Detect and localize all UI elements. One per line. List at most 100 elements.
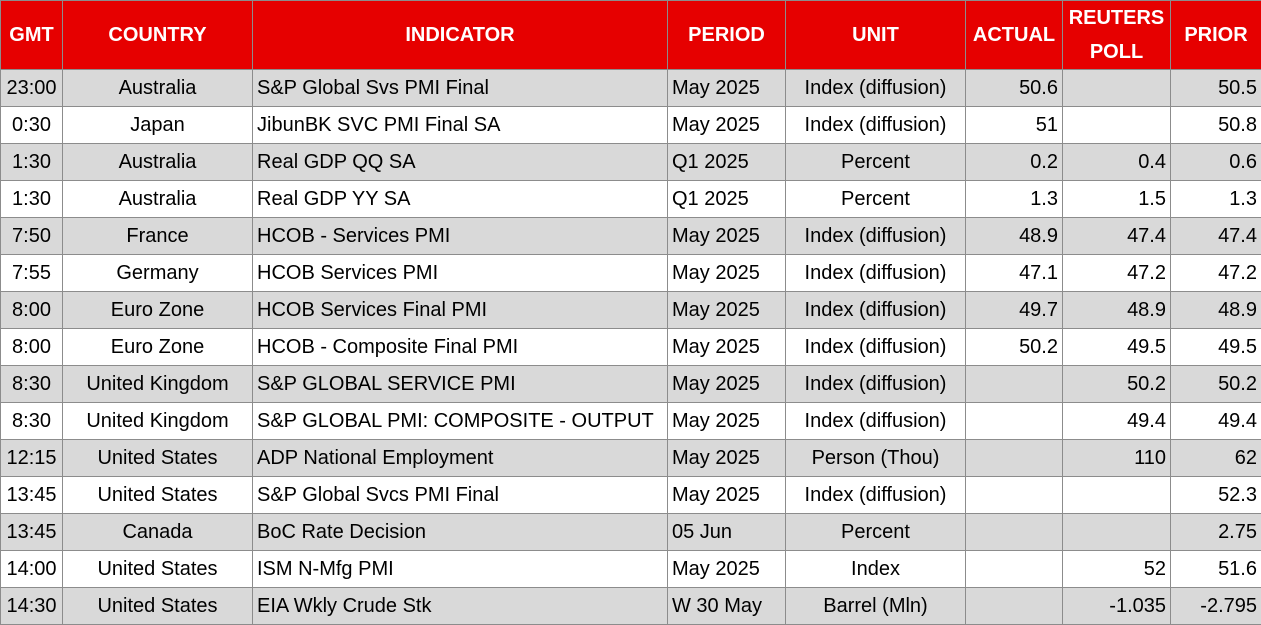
table-cell: 1:30: [1, 181, 63, 218]
table-cell: 12:15: [1, 440, 63, 477]
table-cell: 14:30: [1, 588, 63, 625]
table-cell: Q1 2025: [668, 144, 786, 181]
table-cell: 0.6: [1171, 144, 1261, 181]
table-cell: 49.7: [966, 292, 1063, 329]
table-cell: 110: [1063, 440, 1171, 477]
table-cell: [966, 551, 1063, 588]
table-cell: 51: [966, 107, 1063, 144]
table-cell: Germany: [63, 255, 253, 292]
table-cell: HCOB - Composite Final PMI: [253, 329, 668, 366]
table-cell: May 2025: [668, 292, 786, 329]
table-cell: Euro Zone: [63, 292, 253, 329]
column-header: ACTUAL: [966, 1, 1063, 70]
table-cell: -1.035: [1063, 588, 1171, 625]
table-cell: 52.3: [1171, 477, 1261, 514]
table-cell: 49.4: [1063, 403, 1171, 440]
table-cell: Index (diffusion): [786, 329, 966, 366]
table-cell: 2.75: [1171, 514, 1261, 551]
table-cell: Index (diffusion): [786, 366, 966, 403]
table-cell: HCOB Services Final PMI: [253, 292, 668, 329]
table-cell: Index (diffusion): [786, 403, 966, 440]
table-cell: May 2025: [668, 329, 786, 366]
table-cell: Q1 2025: [668, 181, 786, 218]
table-cell: 05 Jun: [668, 514, 786, 551]
table-cell: Australia: [63, 144, 253, 181]
table-cell: 49.5: [1063, 329, 1171, 366]
table-cell: United States: [63, 551, 253, 588]
table-cell: 8:30: [1, 366, 63, 403]
table-cell: May 2025: [668, 255, 786, 292]
table-cell: Percent: [786, 514, 966, 551]
table-cell: 50.5: [1171, 70, 1261, 107]
column-header: COUNTRY: [63, 1, 253, 70]
table-cell: Canada: [63, 514, 253, 551]
table-cell: May 2025: [668, 440, 786, 477]
table-cell: JibunBK SVC PMI Final SA: [253, 107, 668, 144]
table-cell: 51.6: [1171, 551, 1261, 588]
table-cell: 48.9: [1063, 292, 1171, 329]
column-header: PRIOR: [1171, 1, 1261, 70]
table-cell: United States: [63, 477, 253, 514]
table-cell: [1063, 514, 1171, 551]
table-cell: W 30 May: [668, 588, 786, 625]
table-cell: May 2025: [668, 218, 786, 255]
table-cell: S&P Global Svcs PMI Final: [253, 477, 668, 514]
table-cell: 50.2: [966, 329, 1063, 366]
table-cell: Percent: [786, 181, 966, 218]
table-cell: [966, 477, 1063, 514]
table-cell: Index (diffusion): [786, 292, 966, 329]
table-cell: 47.4: [1171, 218, 1261, 255]
table-cell: 23:00: [1, 70, 63, 107]
table-cell: United States: [63, 588, 253, 625]
table-cell: Real GDP QQ SA: [253, 144, 668, 181]
column-header: UNIT: [786, 1, 966, 70]
table-cell: Euro Zone: [63, 329, 253, 366]
table-cell: 1.5: [1063, 181, 1171, 218]
table-cell: France: [63, 218, 253, 255]
table-cell: 48.9: [1171, 292, 1261, 329]
table-cell: [1063, 70, 1171, 107]
table-cell: [1063, 107, 1171, 144]
table-cell: ADP National Employment: [253, 440, 668, 477]
table-cell: 0.2: [966, 144, 1063, 181]
table-cell: May 2025: [668, 70, 786, 107]
table-cell: Index (diffusion): [786, 70, 966, 107]
table-cell: May 2025: [668, 366, 786, 403]
table-cell: 0.4: [1063, 144, 1171, 181]
table-cell: [966, 440, 1063, 477]
table-cell: 8:00: [1, 292, 63, 329]
table-cell: 7:50: [1, 218, 63, 255]
column-header: INDICATOR: [253, 1, 668, 70]
table-cell: 50.2: [1171, 366, 1261, 403]
table-cell: 50.2: [1063, 366, 1171, 403]
table-cell: S&P Global Svs PMI Final: [253, 70, 668, 107]
table-cell: 48.9: [966, 218, 1063, 255]
table-cell: [966, 514, 1063, 551]
table-cell: 50.8: [1171, 107, 1261, 144]
table-cell: 1.3: [966, 181, 1063, 218]
table-cell: United Kingdom: [63, 403, 253, 440]
table-cell: BoC Rate Decision: [253, 514, 668, 551]
table-cell: 50.6: [966, 70, 1063, 107]
table-cell: 8:30: [1, 403, 63, 440]
table-cell: May 2025: [668, 551, 786, 588]
table-cell: [966, 403, 1063, 440]
